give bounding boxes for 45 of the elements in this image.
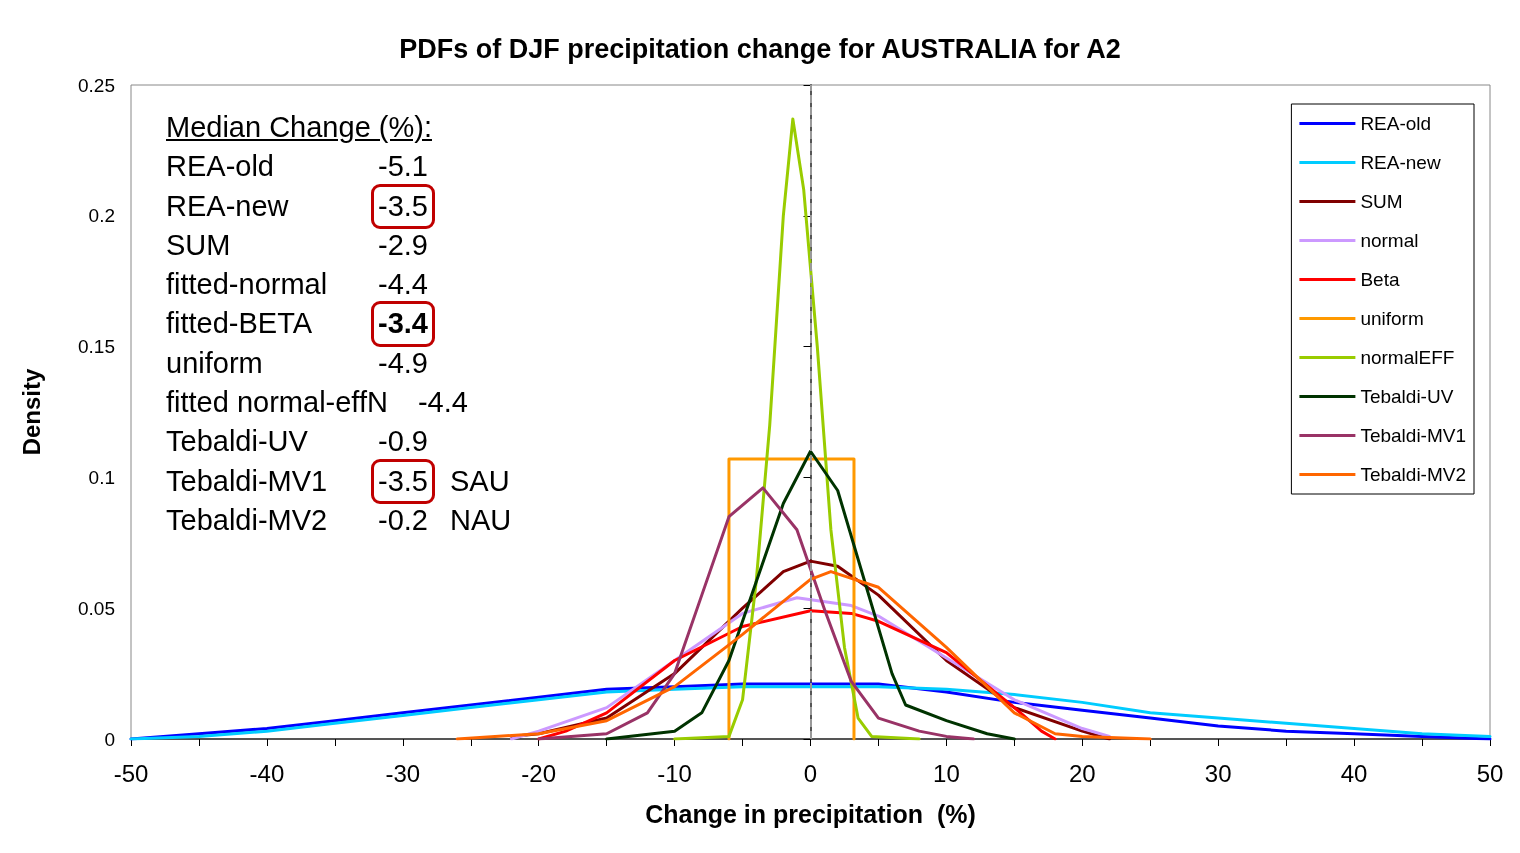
x-tick-label: 20 <box>1068 759 1096 787</box>
line-series <box>605 449 1016 741</box>
x-tick-label: 0 <box>803 759 818 787</box>
x-tick-label: -30 <box>385 759 421 787</box>
annotation: Median Change (%): <box>166 110 432 145</box>
x-tick-label: 10 <box>933 759 960 787</box>
line-series <box>673 117 921 741</box>
text: REA-new -3.5 <box>166 189 428 222</box>
legend-label: REA-new <box>1360 152 1441 173</box>
text: uniform -4.9 <box>166 346 428 379</box>
text: Tebaldi-MV2 -0.2 NAU <box>166 503 512 536</box>
y-tick-label: 0.15 <box>78 336 115 358</box>
y-tick-label: 0.2 <box>88 205 115 227</box>
text: REA-old -5.1 <box>166 150 428 183</box>
legend-label: normal <box>1360 230 1419 251</box>
legend-label: uniform <box>1360 308 1424 329</box>
y-axis-title: Density <box>17 368 45 456</box>
x-axis-title: Change in precipitation (%) <box>645 799 976 828</box>
legend-label: Beta <box>1360 269 1400 290</box>
legend-label: normalEFF <box>1360 347 1455 368</box>
y-tick-label: 0.05 <box>78 597 115 619</box>
text: SUM -2.9 <box>166 228 428 261</box>
line-series <box>537 486 976 741</box>
legend-label: Tebaldi-UV <box>1360 386 1454 407</box>
x-tick-label: 30 <box>1204 759 1232 787</box>
legend-label: Tebaldi-MV2 <box>1360 464 1467 485</box>
legend-label: Tebaldi-MV1 <box>1360 425 1467 446</box>
annotation: fitted normal-effN -4.4 <box>166 385 469 421</box>
line-series <box>455 570 1152 741</box>
x-tick-label: -20 <box>521 759 557 787</box>
chart-title: PDFs of DJF precipitation change for AUSTRALIA for A2 <box>399 33 1121 64</box>
text: Tebaldi-UV -0.9 <box>166 425 428 458</box>
x-tick-label: -40 <box>249 759 285 787</box>
x-tick-label: -50 <box>113 759 149 787</box>
legend-label: REA-old <box>1360 113 1432 134</box>
legend-label: SUM <box>1360 191 1403 212</box>
y-tick-label: 0.25 <box>78 74 115 96</box>
y-tick-label: 0.1 <box>88 466 115 488</box>
x-tick-label: -10 <box>657 759 692 787</box>
x-tick-label: 40 <box>1340 759 1368 787</box>
y-tick-label: 0 <box>104 728 115 750</box>
x-tick-label: 50 <box>1476 759 1504 787</box>
text: Tebaldi-MV1 -3.5 SAU <box>166 464 510 497</box>
text: fitted-normal -4.4 <box>166 268 428 301</box>
text: fitted-BETA -3.4 <box>166 307 428 340</box>
